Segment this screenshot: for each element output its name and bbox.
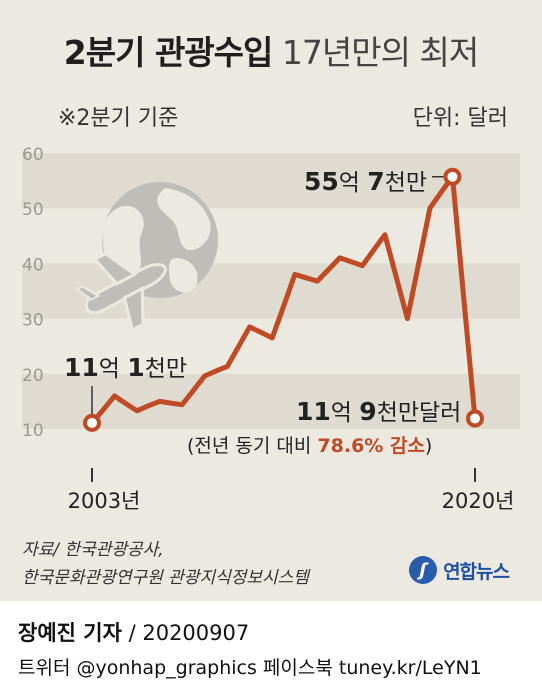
- marker-peak: [443, 167, 462, 186]
- byline: 장예진 기자 / 20200907: [18, 617, 249, 647]
- annotation-peak-unit1: 억: [339, 170, 367, 196]
- annotation-first: 11억 1천만: [64, 353, 187, 382]
- y-tick-label: 30: [22, 311, 44, 331]
- annotation-last-unit1: 억: [331, 400, 359, 426]
- globe-with-airplane-icon: [74, 182, 218, 333]
- page-title: 2분기 관광수입 17년만의 최저: [0, 26, 542, 74]
- basis-note: ※2분기 기준: [58, 106, 179, 131]
- annotation-last-unit2: 천만달러: [377, 400, 462, 426]
- x-label-start: 2003년: [68, 489, 141, 513]
- annotation-last: 11억 9천만달러: [296, 397, 461, 426]
- social-links: 트위터 @yonhap_graphics 페이스북 tuney.kr/LeYN1: [18, 657, 482, 679]
- annotation-change-prefix: (전년 동기 대비: [187, 435, 317, 457]
- y-tick-label: 40: [22, 255, 44, 275]
- annotation-leaders: [91, 175, 445, 415]
- y-tick-label: 60: [22, 145, 44, 165]
- annotation-first-num: 11: [64, 353, 99, 382]
- source-line-1: 자료/ 한국관광공사,: [22, 540, 164, 560]
- source-note: 자료/ 한국관광공사, 한국문화관광연구원 관광지식정보시스템: [22, 536, 309, 592]
- annotation-peak-unit2: 천만: [385, 170, 427, 196]
- yonhap-logo: ʃ 연합뉴스: [409, 556, 510, 584]
- annotation-change-value: 78.6% 감소: [317, 435, 425, 457]
- marker-start: [83, 413, 101, 432]
- annotation-change: (전년 동기 대비 78.6% 감소): [187, 435, 432, 457]
- source-line-2: 한국문화관광연구원 관광지식정보시스템: [22, 568, 309, 588]
- endpoint-markers: [83, 167, 484, 432]
- annotation-change-suffix: ): [425, 435, 432, 457]
- unit-note: 단위: 달러: [412, 106, 508, 131]
- title-light: 17년만의 최저: [281, 33, 479, 72]
- series-line: [89, 174, 478, 426]
- y-axis-ticks: 10 20 30 40 50 60: [22, 145, 44, 441]
- x-axis-ticks: [91, 468, 476, 482]
- grid-band: [22, 373, 520, 429]
- marker-end: [466, 409, 484, 428]
- annotation-peak-num2: 7: [367, 167, 384, 196]
- byline-date: / 20200907: [121, 621, 250, 645]
- logo-text: 연합뉴스: [443, 560, 510, 583]
- y-tick-label: 50: [22, 200, 44, 220]
- reporter-name: 장예진 기자: [18, 621, 122, 645]
- annotation-last-num2: 9: [359, 397, 376, 426]
- annotation-first-unit2: 천만: [145, 356, 187, 382]
- annotation-last-num: 11: [296, 397, 331, 426]
- x-label-end: 2020년: [442, 489, 515, 513]
- annotation-peak-num: 55: [304, 167, 339, 196]
- annotation-peak: 55억 7천만: [304, 167, 427, 196]
- annotation-first-unit1: 억: [99, 356, 127, 382]
- y-tick-label: 20: [22, 366, 44, 386]
- annotation-first-num2: 1: [127, 353, 144, 382]
- title-bold: 2분기 관광수입: [63, 33, 274, 72]
- yonhap-logo-icon: ʃ: [409, 556, 438, 584]
- y-tick-label: 10: [22, 421, 44, 441]
- grid-bands: [22, 153, 520, 429]
